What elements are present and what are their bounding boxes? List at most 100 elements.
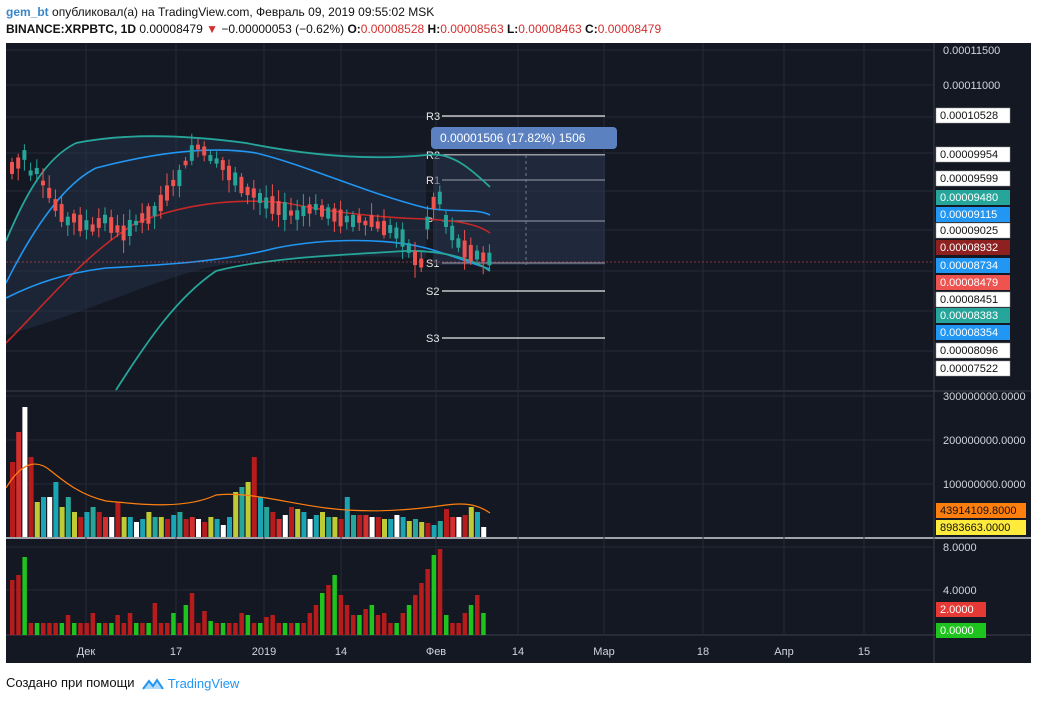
time-axis-label: Апр (774, 646, 793, 658)
indicator-bar (47, 623, 52, 635)
indicator-bar (134, 623, 139, 635)
chart-canvas[interactable]: R3R2R1PS1S2S3 0.00001506 (17.82%) 1506 0… (6, 43, 1031, 663)
indicator-bar (152, 603, 158, 635)
candle-body (152, 205, 157, 217)
indicator-bar (171, 613, 176, 635)
volume-bar (400, 517, 406, 537)
volume-bar (16, 432, 22, 537)
indicator-bar (140, 623, 145, 635)
indicator-bar (202, 611, 207, 635)
candle-body (196, 144, 200, 150)
candle-body (276, 201, 281, 215)
chart-area[interactable]: R3R2R1PS1S2S3 0.00001506 (17.82%) 1506 0… (6, 43, 1031, 663)
candle-body (357, 215, 362, 223)
volume-bar (47, 497, 53, 537)
measure-label: 0.00001506 (17.82%) 1506 (440, 131, 586, 145)
indicator-bar (16, 575, 21, 635)
symbol-name[interactable]: BINANCE:XRPBTC, 1D (6, 22, 137, 36)
volume-bar (22, 407, 28, 537)
volume-bar (28, 457, 34, 537)
time-axis-label: 15 (858, 646, 870, 658)
price-tag (936, 190, 1010, 205)
candle-body (251, 188, 256, 198)
indicator-tag (936, 602, 986, 617)
volume-bar (369, 517, 375, 537)
indicator-bar (444, 615, 449, 635)
candle-body (140, 213, 145, 223)
indicator-bar (90, 613, 96, 635)
open-value: 0.00008528 (360, 22, 425, 36)
tradingview-link[interactable]: TradingView (167, 676, 240, 692)
volume-ma-line (6, 463, 491, 514)
high-value: 0.00008563 (440, 22, 504, 36)
candle-body (28, 170, 33, 176)
volume-bar (264, 507, 270, 537)
candle-body (189, 145, 194, 161)
price-tag (936, 308, 1010, 323)
candle-body (103, 214, 107, 224)
volume-bar (251, 457, 257, 537)
candle-body (282, 202, 287, 220)
candle-body (444, 215, 448, 227)
volume-axis-label: 100000000.0000 (943, 479, 1026, 491)
volume-bar (351, 515, 356, 537)
volume-bar (258, 497, 263, 537)
candle-body (41, 180, 45, 186)
open-label: O: (347, 22, 361, 36)
volume-bar (468, 507, 474, 537)
last-price: 0.00008479 (139, 22, 203, 36)
volume-bar (375, 517, 381, 537)
low-label: L: (506, 22, 519, 36)
indicator-tag (936, 623, 986, 638)
candle-body (214, 158, 219, 164)
price-tag-label: 0.00009599 (940, 173, 998, 185)
candle-body (171, 179, 176, 187)
volume-bar (406, 521, 412, 537)
candle-body (394, 227, 399, 239)
candle-body (301, 205, 306, 217)
volume-bar (196, 519, 201, 537)
price-tag-label: 0.00008383 (940, 310, 998, 322)
volume-bar (326, 517, 332, 537)
volume-tag-label: 8983663.0000 (940, 522, 1010, 534)
indicator-bar (22, 557, 27, 635)
indicator-bar (437, 549, 443, 635)
candle-body (425, 216, 430, 230)
moving-average-line (6, 200, 491, 344)
volume-bar (282, 515, 288, 537)
volume-bar (239, 487, 245, 537)
indicator-bar (289, 623, 294, 635)
candle-body (419, 258, 424, 268)
volume-bar (289, 507, 294, 537)
volume-bar (103, 517, 108, 537)
time-axis-label: 14 (512, 646, 524, 658)
volume-bar (425, 523, 431, 537)
volume-bar (295, 509, 301, 537)
price-tag (935, 342, 1011, 359)
volume-bar (90, 507, 96, 537)
bollinger-fill (6, 136, 426, 335)
indicator-axis-label: 8.0000 (943, 542, 977, 554)
indicator-bar (344, 605, 350, 635)
candle-body (326, 207, 331, 219)
volume-bar (34, 502, 40, 537)
volume-tag (936, 520, 1026, 535)
indicator-bar (363, 609, 368, 635)
volume-bar (96, 512, 102, 537)
indicator-bar (313, 605, 319, 635)
author-name[interactable]: gem_bt (6, 5, 49, 19)
volume-bar (72, 512, 77, 537)
indicator-tag-label: 2.0000 (940, 604, 974, 616)
footer: Создано при помощи TradingView (6, 675, 239, 693)
candle-body (338, 209, 343, 227)
indicator-bar (388, 623, 393, 635)
indicator-bar (282, 623, 288, 635)
indicator-bar (351, 615, 356, 635)
volume-bar (84, 512, 90, 537)
indicator-bar (307, 613, 313, 635)
volume-axis-label: 300000000.0000 (943, 391, 1026, 403)
time-axis-label: 14 (335, 646, 347, 658)
indicator-bar (394, 623, 399, 635)
indicator-bar (34, 623, 40, 635)
price-tag-label: 0.00007522 (940, 363, 998, 375)
